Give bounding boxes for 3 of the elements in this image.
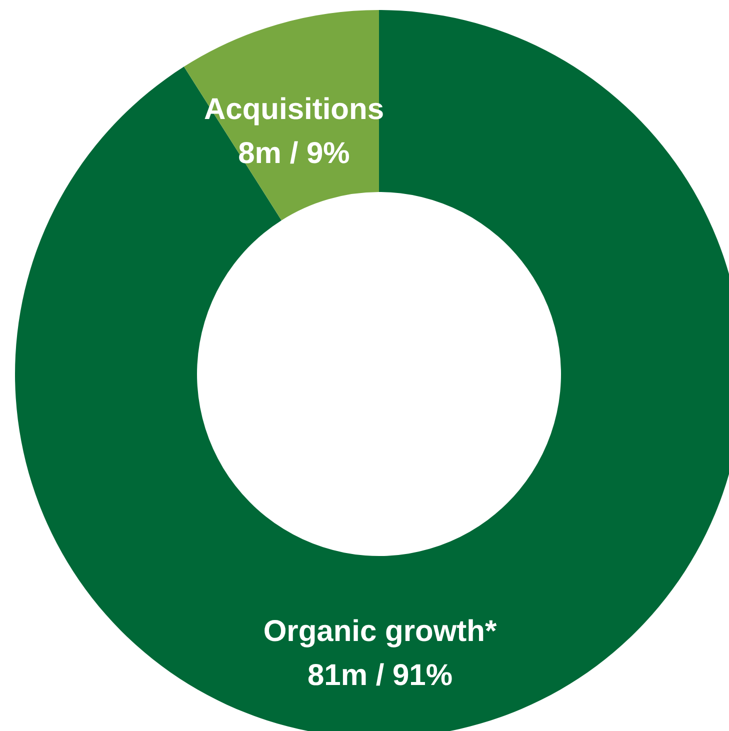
data-label: 81m / 91% bbox=[307, 659, 453, 692]
slice-label: Organic growth* bbox=[263, 615, 497, 648]
data-label: 8m / 9% bbox=[238, 137, 350, 170]
